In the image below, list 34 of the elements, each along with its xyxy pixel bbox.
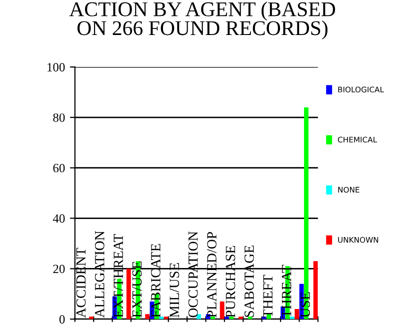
y-tick-label: 20 bbox=[53, 264, 65, 274]
chart-title: ACTION BY AGENT (BASED ON 266 FOUND RECORDS) bbox=[69, 2, 336, 40]
bar bbox=[290, 316, 294, 320]
x-tick-label: ACCIDENT bbox=[76, 248, 86, 318]
bar bbox=[266, 314, 272, 320]
bar bbox=[145, 314, 150, 320]
x-tick-label: EXT/THREAT bbox=[114, 234, 124, 318]
y-tick-label: 100 bbox=[48, 63, 65, 72]
x-tick-label: USE bbox=[300, 292, 310, 318]
bar bbox=[210, 316, 215, 320]
bar bbox=[224, 316, 230, 320]
bar bbox=[313, 261, 318, 320]
x-tick-label: ALLEGATION bbox=[94, 231, 104, 318]
x-tick-label: THEFT bbox=[263, 274, 272, 318]
bar bbox=[294, 309, 300, 320]
y-tick-label: 60 bbox=[53, 164, 65, 172]
y-tick-label: 40 bbox=[52, 214, 65, 223]
bar bbox=[164, 316, 168, 320]
x-tick-label: PURCHASE bbox=[226, 246, 236, 318]
bar bbox=[159, 316, 164, 320]
y-tick-label: 80 bbox=[53, 113, 65, 122]
bar bbox=[238, 316, 244, 320]
bar bbox=[220, 301, 224, 320]
x-tick-label: OCCUPATION bbox=[188, 231, 198, 318]
x-tick-label: SABOTAGE bbox=[244, 246, 254, 317]
bar bbox=[196, 314, 201, 320]
x-tick-label: PLANNED/OP bbox=[207, 232, 216, 318]
y-tick-label: 0 bbox=[59, 315, 65, 324]
x-tick-label: THREAT bbox=[282, 264, 292, 318]
bar bbox=[248, 316, 252, 320]
bar bbox=[89, 316, 94, 320]
bar bbox=[126, 268, 131, 320]
x-tick-label: FABRICATE bbox=[151, 244, 160, 318]
x-tick-label: EXT/USE bbox=[132, 261, 142, 318]
